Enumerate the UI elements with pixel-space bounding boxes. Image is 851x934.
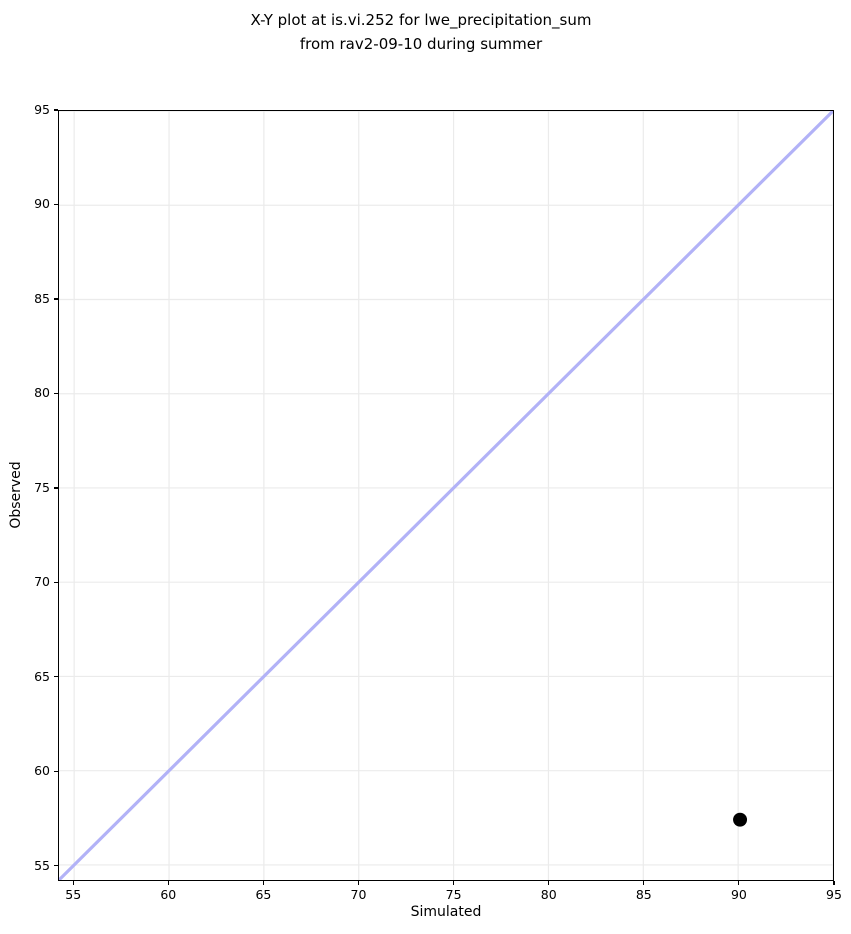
x-tick-mark (738, 881, 740, 885)
y-tick-mark (54, 298, 58, 300)
y-tick-label: 75 (34, 479, 50, 495)
chart-title-line1: X-Y plot at is.vi.252 for lwe_precipitat… (250, 11, 592, 29)
y-tick-label: 65 (34, 668, 50, 684)
y-axis-label: Observed (8, 461, 24, 529)
y-tick-mark (54, 487, 58, 489)
y-tick-mark (54, 865, 58, 867)
chart-title-line2: from rav2-09-10 during summer (299, 35, 543, 53)
x-tick-label: 95 (826, 887, 842, 902)
x-tick-mark (548, 881, 550, 885)
plot-area (58, 110, 834, 881)
x-tick-mark (453, 881, 455, 885)
x-tick-label: 85 (635, 887, 652, 902)
y-tick-mark (54, 392, 58, 395)
x-tick-mark (167, 881, 169, 885)
x-tick-mark (357, 881, 360, 885)
x-axis-label: Simulated (410, 904, 482, 920)
y-tick-label: 95 (34, 102, 50, 117)
chart-title: X-Y plot at is.vi.252 for lwe_precipitat… (0, 8, 842, 56)
y-tick-label: 55 (34, 857, 50, 873)
y-tick-label: 60 (34, 763, 50, 779)
y-tick-label: 80 (34, 385, 50, 401)
data-point (733, 812, 748, 827)
x-tick-mark (72, 881, 74, 885)
y-tick-mark (54, 203, 58, 206)
x-tick-label: 80 (540, 887, 557, 902)
y-tick-label: 85 (34, 290, 50, 306)
x-tick-label: 90 (730, 887, 747, 902)
x-tick-label: 65 (255, 887, 272, 902)
x-tick-mark (643, 881, 645, 885)
y-tick-label: 70 (34, 574, 50, 590)
y-tick-mark (54, 109, 58, 111)
x-tick-label: 60 (160, 887, 177, 902)
y-tick-mark (54, 770, 58, 772)
x-tick-label: 75 (445, 887, 462, 902)
y-tick-mark (54, 581, 58, 583)
x-tick-label: 55 (65, 887, 82, 902)
x-tick-label: 70 (350, 887, 367, 902)
plot-canvas (59, 111, 833, 880)
y-tick-mark (54, 676, 58, 678)
y-tick-label: 90 (34, 196, 50, 212)
identity-line (59, 111, 833, 880)
x-tick-mark (833, 881, 835, 885)
x-tick-mark (262, 881, 264, 885)
